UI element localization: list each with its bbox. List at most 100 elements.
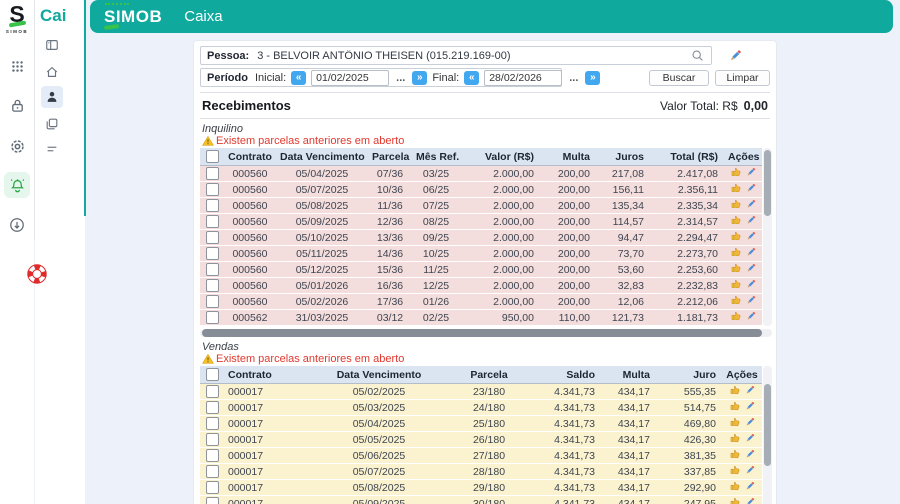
column-header: Ações — [724, 148, 762, 166]
prev-date-inicial-button[interactable]: « — [291, 70, 307, 85]
inquilino-horizontal-scrollbar[interactable] — [200, 329, 772, 337]
row-checkbox[interactable] — [205, 449, 219, 462]
calendar-picker-final[interactable]: ... — [569, 71, 579, 84]
edit-pencil-icon[interactable] — [744, 464, 756, 476]
receive-thumbs-up-icon[interactable] — [729, 384, 741, 396]
row-checkbox[interactable] — [205, 167, 219, 180]
receive-thumbs-up-icon[interactable] — [730, 214, 742, 226]
edit-pencil-icon[interactable] — [745, 294, 757, 306]
receive-thumbs-up-icon[interactable] — [730, 198, 742, 210]
gear-icon[interactable] — [4, 133, 30, 159]
receive-thumbs-up-icon[interactable] — [729, 464, 741, 476]
row-checkbox[interactable] — [205, 231, 219, 244]
vendas-label: Vendas — [202, 341, 239, 353]
table-cell: 05/08/2025 — [314, 479, 444, 496]
prev-date-final-button[interactable]: « — [464, 70, 480, 85]
receive-thumbs-up-icon[interactable] — [730, 278, 742, 290]
receive-thumbs-up-icon[interactable] — [729, 480, 741, 492]
home-icon[interactable] — [41, 61, 63, 83]
receive-thumbs-up-icon[interactable] — [730, 166, 742, 178]
list-lines-icon[interactable] — [41, 138, 63, 160]
edit-pencil-icon[interactable] — [745, 230, 757, 242]
table-cell: 29/180 — [444, 479, 534, 496]
scrollbar-thumb[interactable] — [764, 384, 771, 466]
search-icon[interactable] — [689, 48, 705, 64]
edit-pencil-icon[interactable] — [744, 400, 756, 412]
edit-pencil-icon[interactable] — [745, 246, 757, 258]
edit-pencil-icon[interactable] — [744, 416, 756, 428]
window-panel-icon[interactable] — [41, 34, 63, 56]
row-checkbox[interactable] — [205, 433, 219, 446]
table-row: 000017 05/04/2025 25/180 4.341,73 434,17 469,… — [200, 415, 762, 432]
row-checkbox[interactable] — [205, 481, 219, 494]
table-cell: 10/36 — [368, 181, 412, 198]
edit-pencil-icon[interactable] — [745, 166, 757, 178]
receive-thumbs-up-icon[interactable] — [729, 448, 741, 460]
row-checkbox[interactable] — [205, 247, 219, 260]
column-header: Mês Ref. — [412, 148, 460, 166]
row-checkbox[interactable] — [205, 417, 219, 430]
inquilino-vertical-scrollbar[interactable] — [763, 148, 772, 326]
receive-thumbs-up-icon[interactable] — [729, 400, 741, 412]
select-all-checkbox[interactable] — [205, 368, 219, 381]
edit-pencil-icon[interactable] — [745, 310, 757, 322]
cascade-windows-icon[interactable] — [41, 113, 63, 135]
download-icon[interactable] — [4, 212, 30, 238]
row-checkbox[interactable] — [205, 401, 219, 414]
row-checkbox[interactable] — [205, 385, 219, 398]
receive-thumbs-up-icon[interactable] — [730, 230, 742, 242]
receive-thumbs-up-icon[interactable] — [730, 294, 742, 306]
edit-pencil-icon[interactable] — [744, 480, 756, 492]
edit-pencil-icon[interactable] — [745, 278, 757, 290]
bell-icon[interactable] — [4, 172, 30, 198]
select-all-checkbox[interactable] — [205, 150, 219, 163]
row-checkbox[interactable] — [205, 183, 219, 196]
table-cell: 200,00 — [540, 293, 596, 310]
edit-pessoa-pencil-icon[interactable] — [726, 47, 744, 65]
edit-pencil-icon[interactable] — [745, 214, 757, 226]
pessoa-value[interactable]: 3 - BELVOIR ANTÔNIO THEISEN (015.219.169… — [257, 49, 511, 62]
apps-grid-icon[interactable] — [4, 53, 30, 79]
row-checkbox[interactable] — [205, 215, 219, 228]
table-cell: 16/36 — [368, 277, 412, 294]
receive-thumbs-up-icon[interactable] — [730, 310, 742, 322]
scrollbar-thumb[interactable] — [764, 150, 771, 216]
edit-pencil-icon[interactable] — [745, 262, 757, 274]
table-cell: 200,00 — [540, 181, 596, 198]
row-checkbox[interactable] — [205, 311, 219, 324]
next-date-final-button[interactable]: » — [585, 70, 601, 85]
edit-pencil-icon[interactable] — [745, 198, 757, 210]
receive-thumbs-up-icon[interactable] — [729, 432, 741, 444]
edit-pencil-icon[interactable] — [744, 496, 756, 504]
scrollbar-thumb[interactable] — [202, 329, 762, 337]
row-checkbox[interactable] — [205, 497, 219, 504]
table-row: 000017 05/02/2025 23/180 4.341,73 434,17 555,… — [200, 383, 762, 400]
module-title: Cai — [40, 6, 67, 25]
edit-pencil-icon[interactable] — [744, 432, 756, 444]
calendar-picker-inicial[interactable]: ... — [396, 71, 406, 84]
pessoa-field[interactable]: Pessoa: 3 - BELVOIR ANTÔNIO THEISEN (015… — [200, 46, 712, 65]
person-icon[interactable] — [41, 86, 63, 108]
lock-icon[interactable] — [4, 92, 30, 118]
next-date-inicial-button[interactable]: » — [412, 70, 428, 85]
receive-thumbs-up-icon[interactable] — [730, 182, 742, 194]
data-final-input[interactable] — [484, 69, 563, 86]
edit-pencil-icon[interactable] — [744, 448, 756, 460]
row-checkbox[interactable] — [205, 263, 219, 276]
receive-thumbs-up-icon[interactable] — [730, 246, 742, 258]
vendas-vertical-scrollbar[interactable] — [763, 366, 772, 504]
limpar-button[interactable]: Limpar — [715, 69, 770, 86]
row-checkbox[interactable] — [205, 199, 219, 212]
row-checkbox[interactable] — [205, 295, 219, 308]
receive-thumbs-up-icon[interactable] — [729, 496, 741, 504]
edit-pencil-icon[interactable] — [745, 182, 757, 194]
edit-pencil-icon[interactable] — [744, 384, 756, 396]
row-checkbox[interactable] — [205, 465, 219, 478]
table-cell: 05/06/2025 — [314, 447, 444, 464]
receive-thumbs-up-icon[interactable] — [729, 416, 741, 428]
row-checkbox[interactable] — [205, 279, 219, 292]
receive-thumbs-up-icon[interactable] — [730, 262, 742, 274]
data-inicial-input[interactable] — [311, 69, 390, 86]
buscar-button[interactable]: Buscar — [649, 69, 709, 86]
lifebuoy-icon[interactable] — [26, 263, 48, 285]
